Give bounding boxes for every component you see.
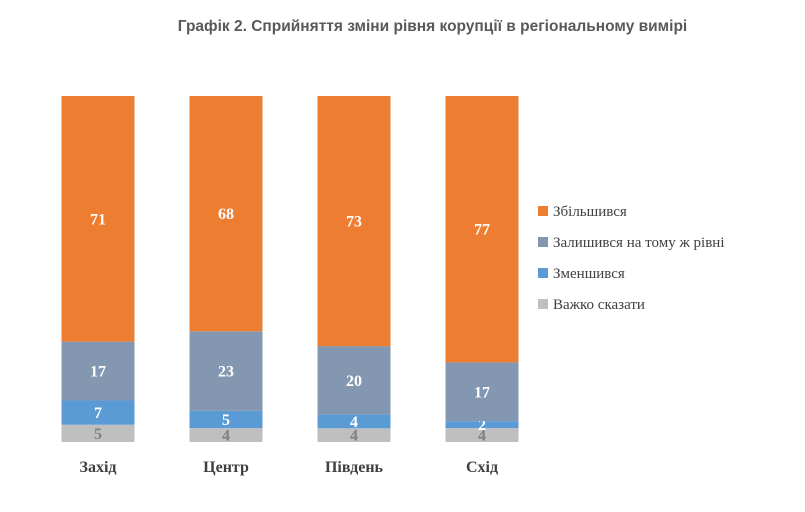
data-label: 4 xyxy=(350,414,358,431)
legend-label: Зменшився xyxy=(553,266,625,282)
data-label: 4 xyxy=(478,428,486,445)
bar-segment xyxy=(317,414,391,429)
data-label: 4 xyxy=(222,428,230,445)
legend: Збільшився Залишився на тому ж рівні Зменш… xyxy=(538,204,725,313)
data-label: 71 xyxy=(90,211,106,228)
bar-segment xyxy=(445,428,519,442)
data-label: 5 xyxy=(222,412,230,429)
legend-label: Залишився на тому ж рівні xyxy=(553,235,725,251)
legend-label: Важко сказати xyxy=(553,297,645,313)
chart-title: Графік 2. Сприйняття зміни рівня корупці… xyxy=(177,18,688,35)
bar-segment xyxy=(189,96,263,332)
category-label: Схід xyxy=(466,459,498,476)
legend-label: Збільшився xyxy=(553,204,627,220)
category-labels-group: Захід Центр Південь Схід xyxy=(80,459,499,476)
data-label: 4 xyxy=(350,428,358,445)
bar-segment xyxy=(189,331,263,411)
category-label: Захід xyxy=(80,459,117,476)
legend-swatch xyxy=(538,268,548,278)
bar-segment xyxy=(445,362,519,422)
bar-segment xyxy=(189,410,263,429)
data-label: 7 xyxy=(94,405,102,422)
bar-segment xyxy=(317,346,391,415)
legend-swatch xyxy=(538,237,548,247)
data-label: 68 xyxy=(218,206,234,223)
bar-segment xyxy=(445,421,519,429)
data-label: 17 xyxy=(474,384,490,401)
bar-segment xyxy=(317,96,391,347)
data-label: 77 xyxy=(474,222,490,239)
bar-segment xyxy=(189,428,263,442)
data-label: 2 xyxy=(478,417,486,434)
bar-segment xyxy=(61,341,135,401)
data-label: 73 xyxy=(346,214,362,231)
bar-segment xyxy=(445,96,519,363)
bar-segment xyxy=(317,428,391,442)
bar-segment xyxy=(61,424,135,442)
legend-swatch xyxy=(538,206,548,216)
data-label: 5 xyxy=(94,426,102,443)
category-label: Центр xyxy=(203,459,249,476)
data-label: 20 xyxy=(346,373,362,390)
category-label: Південь xyxy=(325,459,384,476)
data-label: 17 xyxy=(90,364,106,381)
bar-segment xyxy=(61,96,135,342)
legend-swatch xyxy=(538,299,548,309)
data-label: 23 xyxy=(218,364,234,381)
bar-segment xyxy=(61,400,135,425)
